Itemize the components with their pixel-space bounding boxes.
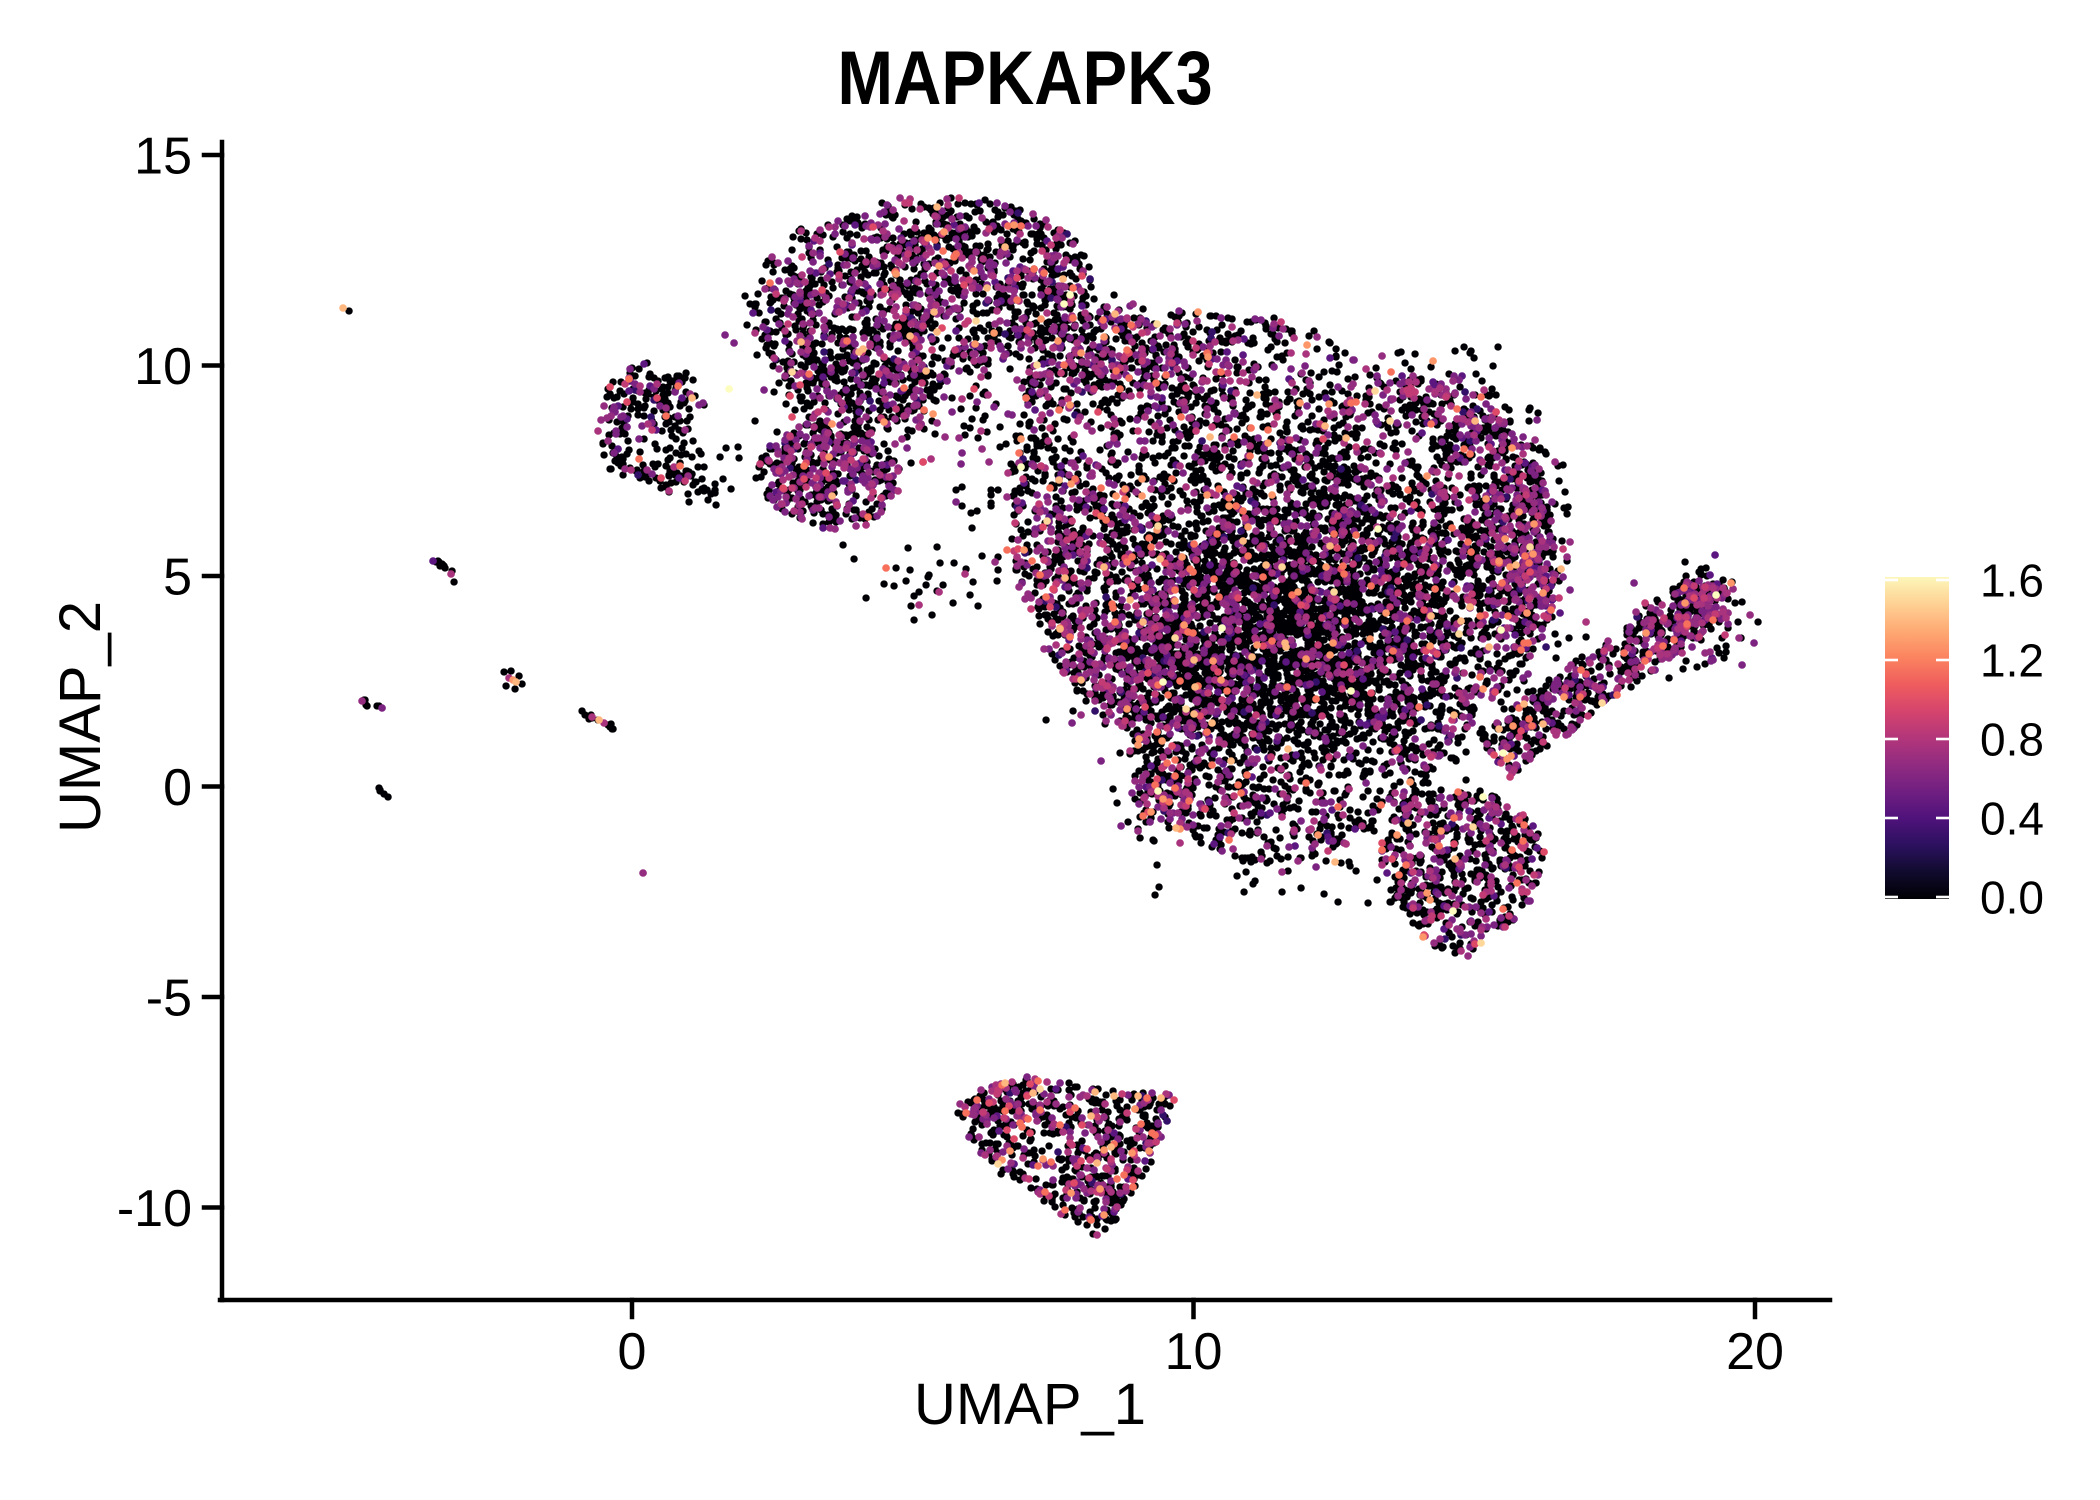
svg-text:0.0: 0.0 xyxy=(1980,872,2044,924)
svg-text:-5: -5 xyxy=(146,970,192,1028)
svg-text:UMAP_1: UMAP_1 xyxy=(914,1372,1146,1437)
svg-text:15: 15 xyxy=(134,128,192,186)
svg-text:1.6: 1.6 xyxy=(1980,555,2044,607)
svg-text:10: 10 xyxy=(1165,1323,1223,1381)
svg-text:0.4: 0.4 xyxy=(1980,793,2044,845)
svg-text:5: 5 xyxy=(163,549,192,607)
svg-text:0.8: 0.8 xyxy=(1980,714,2044,766)
svg-text:0: 0 xyxy=(618,1323,647,1381)
svg-text:20: 20 xyxy=(1726,1323,1784,1381)
svg-text:10: 10 xyxy=(134,338,192,396)
svg-text:MAPKAPK3: MAPKAPK3 xyxy=(837,36,1212,121)
svg-text:-10: -10 xyxy=(117,1180,192,1238)
svg-text:1.2: 1.2 xyxy=(1980,635,2044,687)
svg-text:UMAP_2: UMAP_2 xyxy=(48,601,113,833)
svg-text:0: 0 xyxy=(163,759,192,817)
